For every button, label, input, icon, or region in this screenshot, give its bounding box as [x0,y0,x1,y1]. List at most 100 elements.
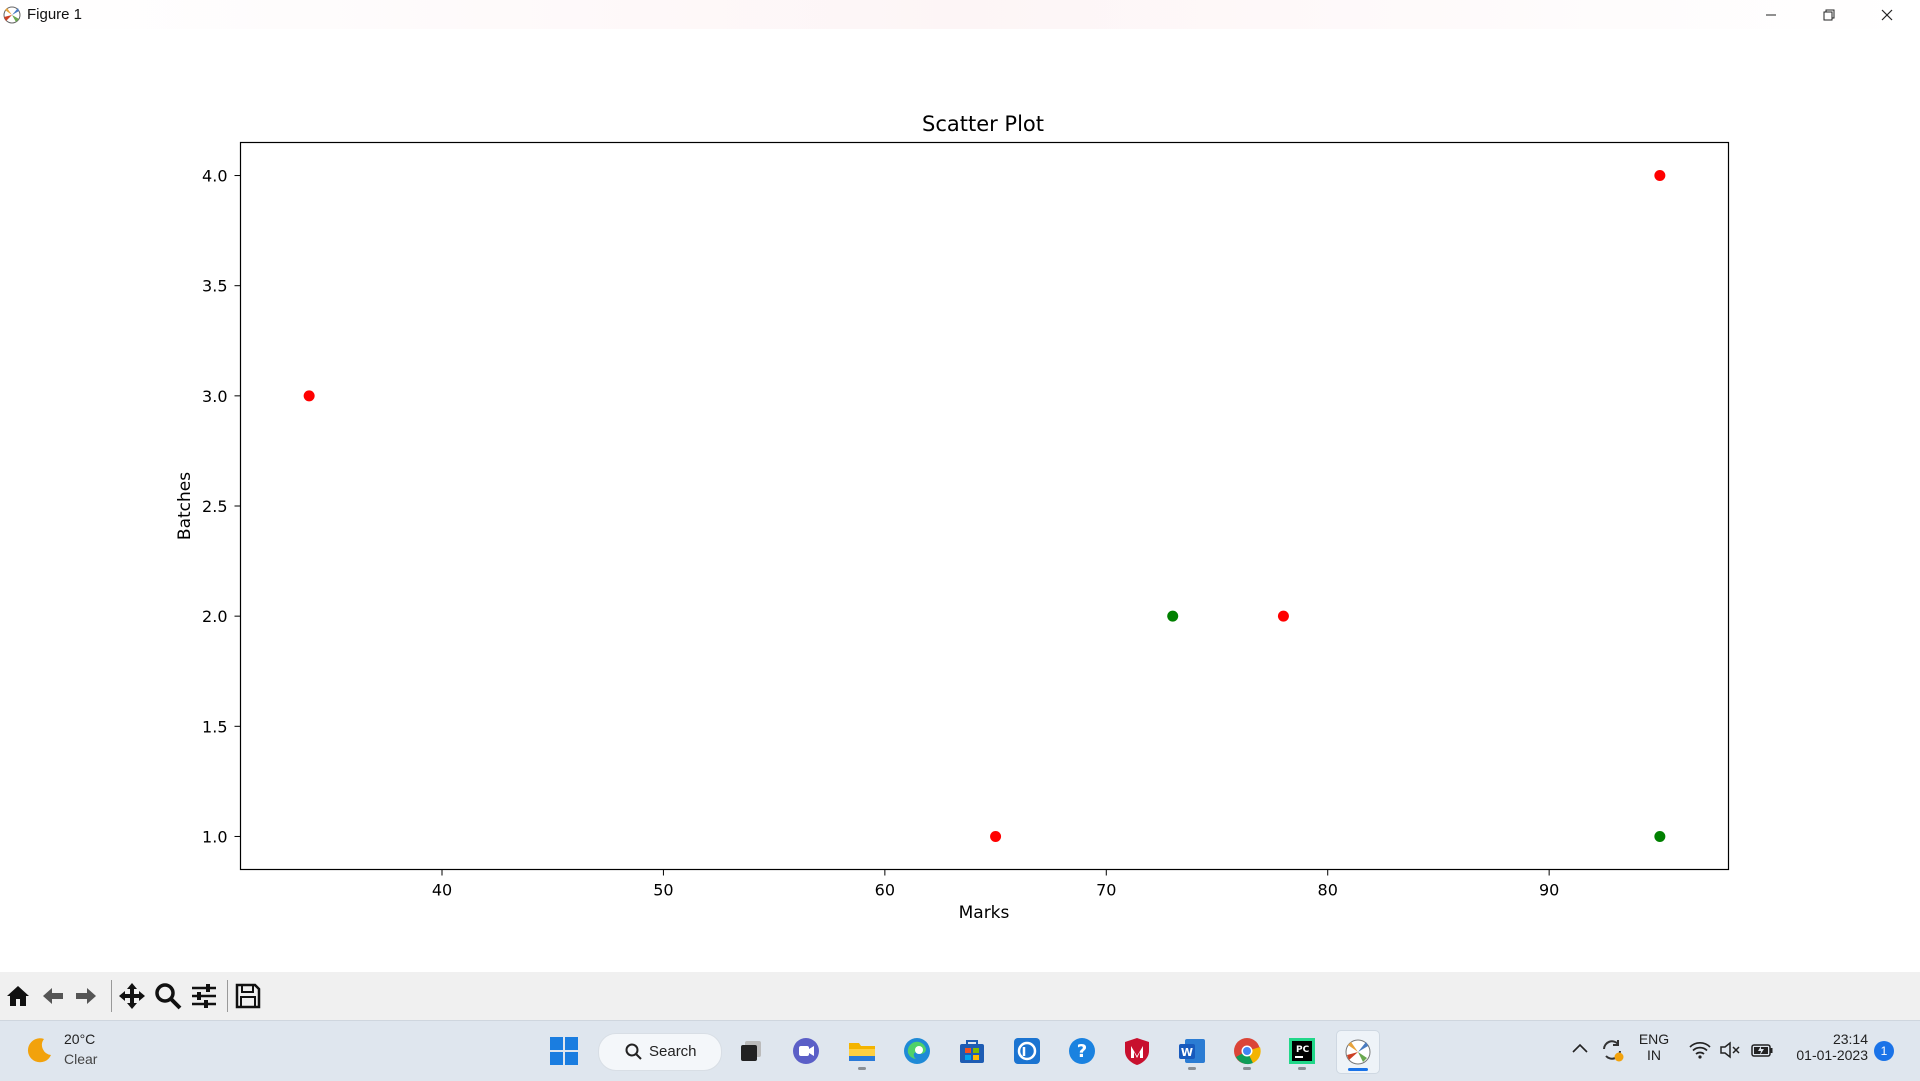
y-tick-label: 2.5 [202,497,227,516]
mcafee-shield-icon [1125,1038,1149,1065]
battery-button[interactable] [1750,1040,1774,1064]
y-tick-label: 1.0 [202,827,227,846]
network-button[interactable] [1688,1040,1712,1064]
clock-date: 01-01-2023 [1796,1047,1868,1063]
matplotlib-icon [1345,1039,1371,1065]
taskbar-search[interactable]: Search [598,1033,722,1071]
x-tick-label: 50 [653,881,673,900]
windows-logo-icon [550,1037,578,1065]
running-indicator [1243,1067,1251,1070]
folder-icon [849,1043,875,1061]
home-button[interactable] [2,980,34,1012]
scatter-point [1167,610,1179,622]
pan-button[interactable] [116,980,148,1012]
sync-tray-button[interactable] [1599,1037,1625,1067]
search-label: Search [649,1043,697,1060]
pycharm-button[interactable]: PC [1281,1030,1323,1072]
chrome-button[interactable] [1226,1030,1268,1072]
figure-canvas[interactable]: Scatter Plot 40 50 60 70 80 90 1.0 1.5 2.0 2.5 3.… [0,29,1920,972]
y-tick-label: 1.5 [202,717,227,736]
configure-subplots-button[interactable] [188,980,220,1012]
mcafee-button[interactable] [1116,1030,1158,1072]
file-explorer-button[interactable] [841,1030,883,1072]
close-icon [1881,9,1893,20]
chart-title: Scatter Plot [922,112,1044,136]
word-button[interactable]: W [1171,1030,1213,1072]
sliders-icon [192,984,216,1008]
scatter-point [1654,830,1666,842]
restore-icon [1823,9,1835,20]
y-axis-label: Batches [175,472,195,540]
running-indicator [1298,1067,1306,1070]
y-tick-label: 3.0 [202,387,227,406]
volume-muted-icon [1720,1041,1740,1059]
blue-app-icon [1014,1038,1040,1064]
matplotlib-app-icon [3,6,21,24]
x-tick-label: 60 [875,881,895,900]
home-icon [7,986,29,1006]
get-help-button[interactable]: ? [1061,1030,1103,1072]
weather-temperature: 20°C [64,1031,96,1047]
minimize-button[interactable] [1742,0,1800,29]
chrome-icon [1234,1038,1261,1065]
window-title-bar: Figure 1 [0,0,1920,29]
window-title: Figure 1 [27,6,83,23]
start-button[interactable] [543,1030,585,1072]
pan-move-icon [119,983,145,1009]
minimize-icon [1766,14,1776,15]
language-region: IN [1647,1047,1661,1063]
teams-chat-icon [793,1038,819,1064]
running-indicator [858,1067,866,1070]
moon-icon [27,1038,51,1063]
svg-text:PC: PC [1296,1045,1310,1055]
save-floppy-icon [235,983,261,1009]
weather-widget[interactable]: 20°C Clear [22,1029,132,1073]
windows-taskbar: 20°C Clear Search ? W PC [0,1020,1920,1081]
teams-chat-button[interactable] [785,1030,827,1072]
plot-frame [239,141,1730,871]
word-icon: W [1179,1039,1205,1063]
task-view-button[interactable] [730,1030,772,1072]
close-button[interactable] [1858,0,1916,29]
battery-charging-icon [1751,1044,1773,1057]
scatter-point [1654,170,1666,182]
x-axis-label: Marks [959,903,1010,923]
scatter-point [990,830,1002,842]
back-arrow-icon [43,988,63,1004]
microsoft-store-button[interactable] [951,1030,993,1072]
y-tick-label: 2.0 [202,607,227,626]
zoom-magnifier-icon [155,983,182,1010]
clock-button[interactable]: 23:14 01-01-2023 [1788,1031,1868,1063]
running-indicator [1188,1067,1196,1070]
language-code: ENG [1638,1031,1670,1047]
notification-badge[interactable]: 1 [1874,1041,1894,1061]
scatter-point [303,390,315,402]
zoom-button[interactable] [152,980,184,1012]
back-button[interactable] [37,980,69,1012]
save-figure-button[interactable] [232,980,264,1012]
show-hidden-icons-button[interactable] [1570,1039,1590,1063]
matplotlib-figure-button[interactable] [1336,1030,1380,1074]
svg-text:?: ? [1077,1041,1087,1062]
store-bag-icon [960,1040,984,1063]
input-language-button[interactable]: ENG IN [1632,1031,1676,1063]
svg-text:W: W [1181,1046,1193,1059]
toolbar-separator [111,980,112,1012]
forward-button[interactable] [70,980,102,1012]
pycharm-icon: PC [1289,1038,1315,1064]
help-question-icon: ? [1069,1038,1095,1064]
forward-arrow-icon [76,988,96,1004]
edge-browser-icon [904,1038,930,1064]
weather-condition: Clear [64,1051,98,1067]
scatter-chart: Scatter Plot 40 50 60 70 80 90 1.0 1.5 2.0 2.5 3.… [175,112,1730,923]
app-button[interactable] [1006,1030,1048,1072]
edge-browser-button[interactable] [896,1030,938,1072]
search-icon [625,1043,642,1060]
chevron-up-icon [1572,1043,1588,1053]
y-tick-label: 3.5 [202,277,227,296]
restore-button[interactable] [1800,0,1858,29]
volume-button[interactable] [1719,1040,1743,1064]
scatter-point [1277,610,1289,622]
sync-icon [1603,1040,1624,1062]
task-view-icon [741,1041,761,1061]
